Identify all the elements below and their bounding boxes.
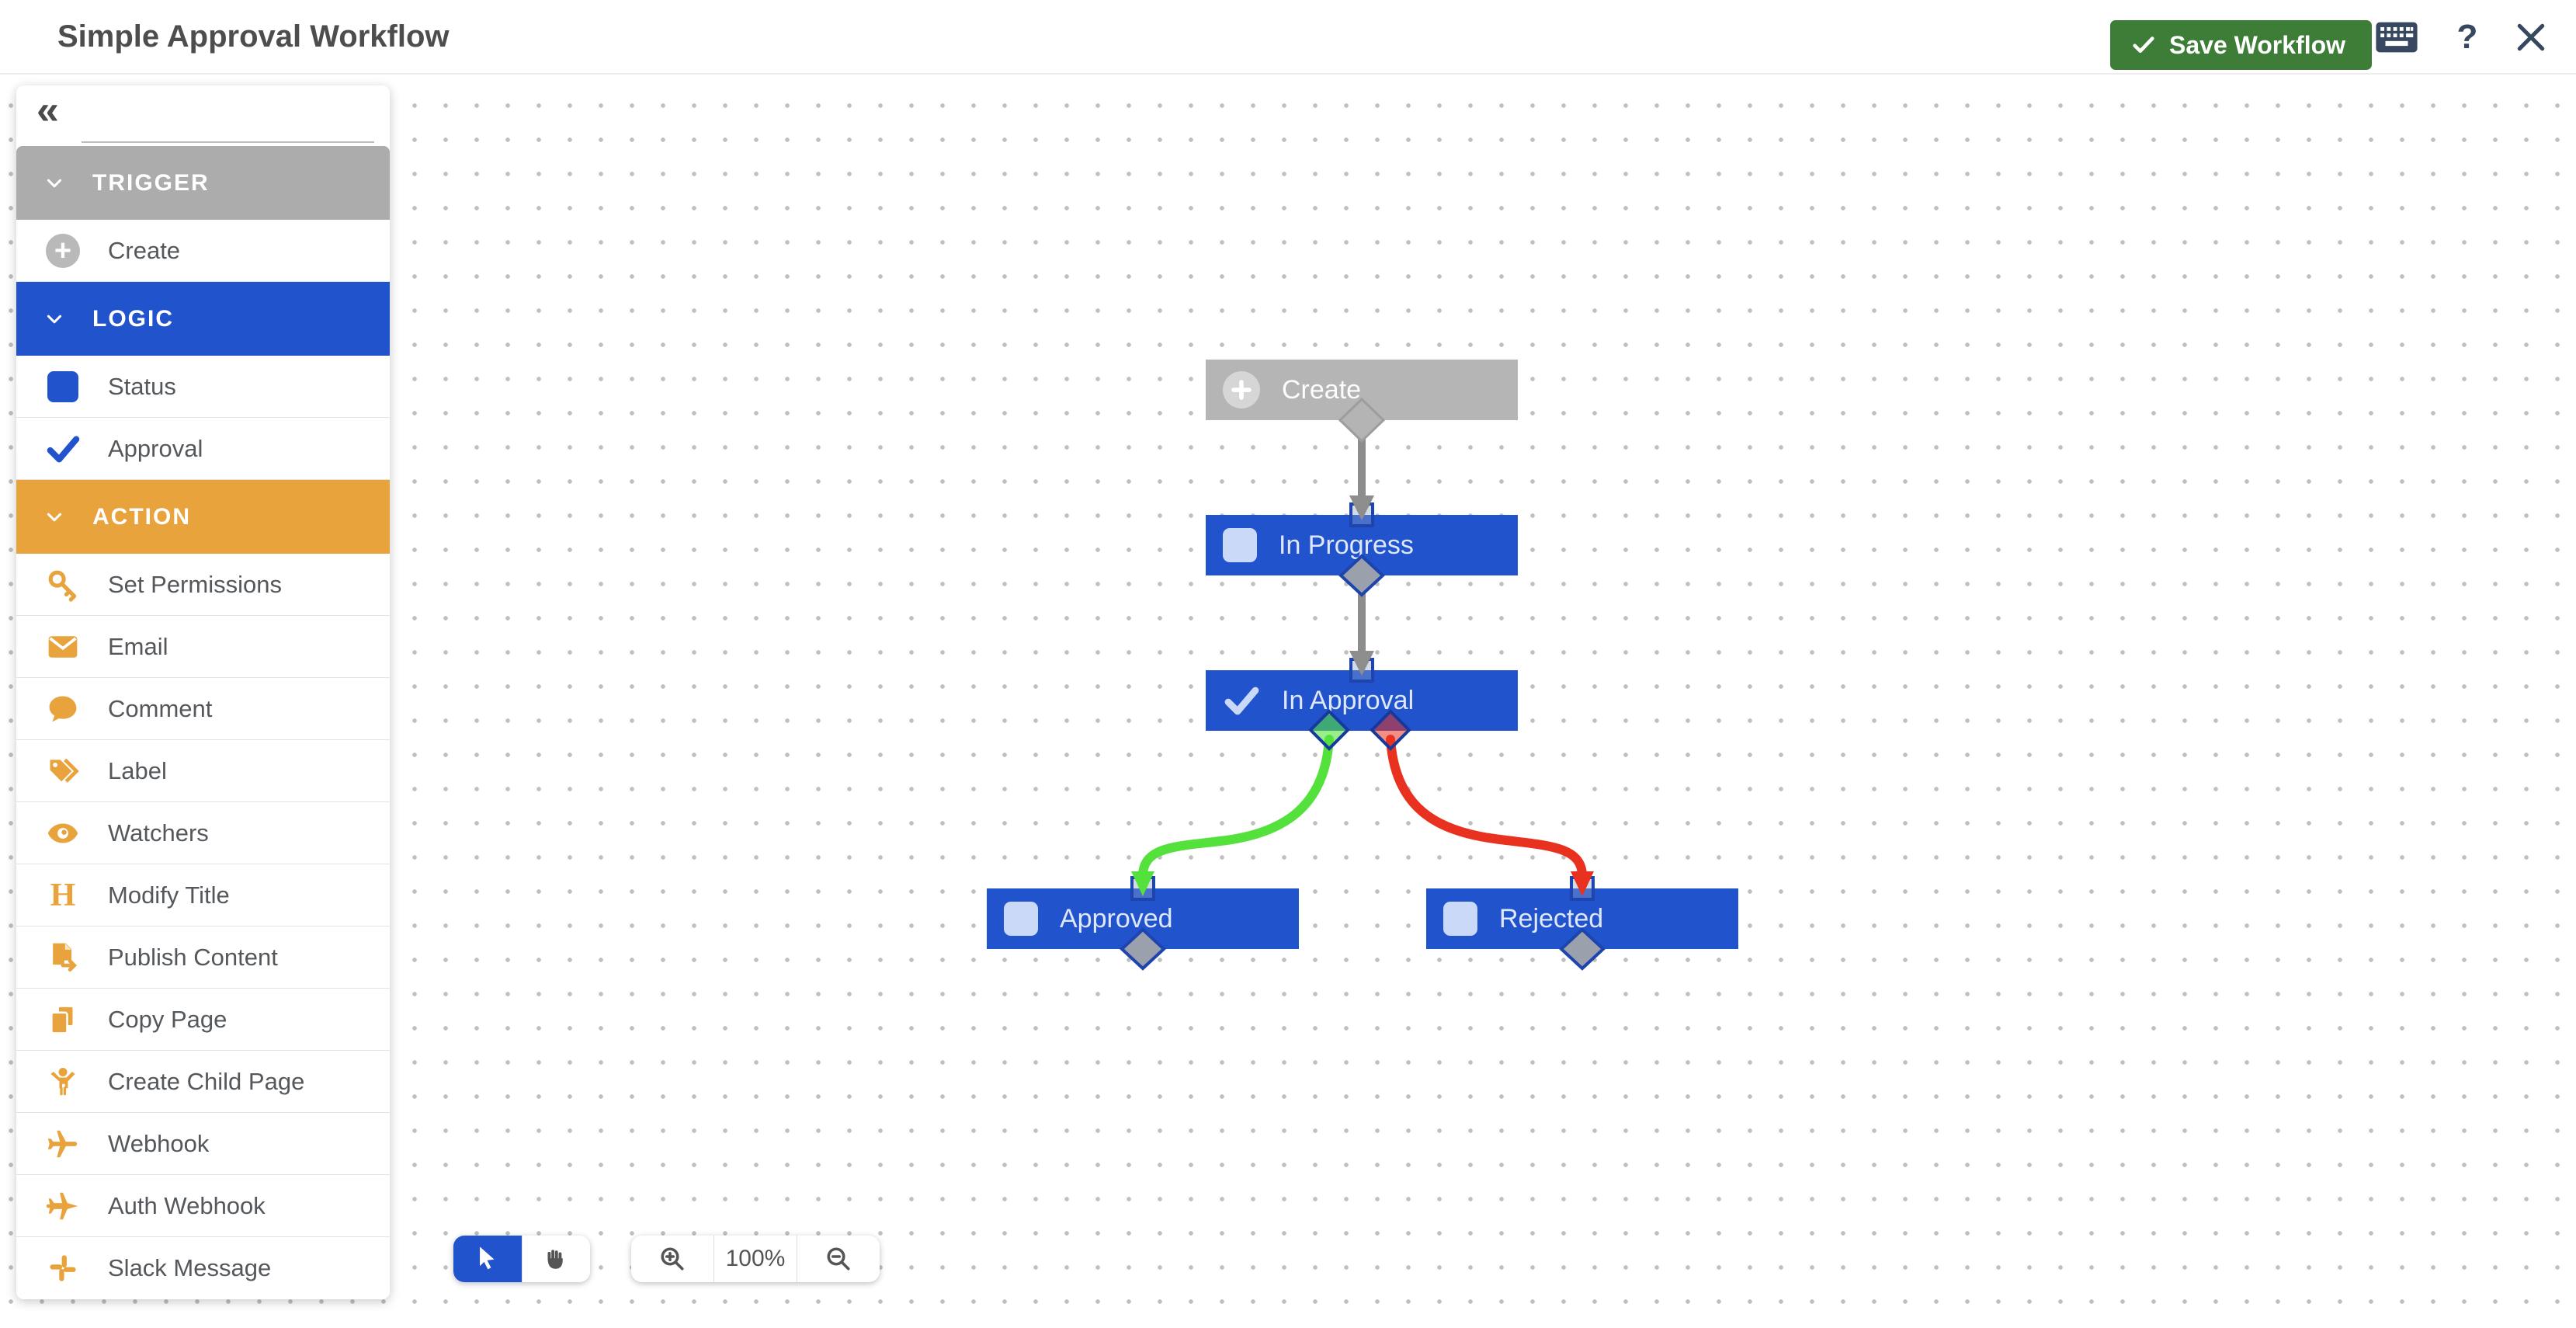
sidebar-top: « bbox=[16, 85, 390, 146]
status-square-icon bbox=[1443, 902, 1477, 936]
speech-bubble-icon bbox=[44, 690, 82, 728]
select-tool-button[interactable] bbox=[453, 1236, 522, 1282]
chevron-down-icon bbox=[47, 315, 62, 323]
collapse-sidebar-button[interactable]: « bbox=[36, 88, 59, 133]
zoom-in-icon bbox=[661, 1247, 684, 1271]
key-icon bbox=[44, 566, 82, 603]
palette-item-label[interactable]: Label bbox=[16, 740, 390, 802]
check-icon bbox=[2133, 37, 2154, 54]
eye-icon bbox=[44, 815, 82, 852]
jet-icon bbox=[44, 1187, 82, 1225]
pointer-tool-group bbox=[453, 1236, 590, 1282]
zoom-in-button[interactable] bbox=[631, 1236, 713, 1282]
heading-icon: H bbox=[50, 877, 76, 913]
palette-item-copy-page[interactable]: Copy Page bbox=[16, 989, 390, 1051]
node-create[interactable]: Create bbox=[1206, 360, 1518, 420]
tag-icon bbox=[44, 753, 82, 790]
hand-icon bbox=[547, 1250, 564, 1269]
palette-item-publish-content[interactable]: Publish Content bbox=[16, 926, 390, 989]
palette-sidebar: « TRIGGER + Create LOGIC Status Approval… bbox=[16, 85, 390, 1299]
section-header-trigger[interactable]: TRIGGER bbox=[16, 146, 390, 220]
zoom-control-group: 100% bbox=[631, 1236, 880, 1282]
palette-item-auth-webhook[interactable]: Auth Webhook bbox=[16, 1175, 390, 1237]
palette-item-comment[interactable]: Comment bbox=[16, 678, 390, 740]
plane-icon bbox=[44, 1125, 82, 1163]
node-label: Rejected bbox=[1499, 903, 1604, 933]
node-label: Approved bbox=[1060, 903, 1173, 933]
palette-item-email[interactable]: Email bbox=[16, 616, 390, 678]
palette-item-watchers[interactable]: Watchers bbox=[16, 802, 390, 864]
node-rejected[interactable]: Rejected bbox=[1426, 888, 1738, 949]
palette-item-create[interactable]: + Create bbox=[16, 220, 390, 282]
palette-item-approval[interactable]: Approval bbox=[16, 418, 390, 480]
envelope-icon bbox=[44, 628, 82, 666]
node-approved[interactable]: Approved bbox=[987, 888, 1299, 949]
chevron-down-icon bbox=[47, 179, 62, 187]
plus-circle-icon: + bbox=[44, 232, 82, 269]
approval-check-icon bbox=[1223, 682, 1260, 719]
section-header-logic[interactable]: LOGIC bbox=[16, 282, 390, 356]
palette-item-slack-message[interactable]: Slack Message bbox=[16, 1237, 390, 1299]
status-square-icon bbox=[44, 368, 82, 405]
cursor-icon bbox=[479, 1246, 495, 1270]
pan-tool-button[interactable] bbox=[521, 1236, 590, 1282]
palette-item-status[interactable]: Status bbox=[16, 356, 390, 418]
zoom-out-icon bbox=[827, 1247, 850, 1271]
status-square-icon bbox=[1223, 528, 1257, 562]
save-workflow-button[interactable]: Save Workflow bbox=[2110, 20, 2373, 70]
chevron-down-icon bbox=[47, 513, 62, 521]
slack-icon bbox=[44, 1250, 82, 1287]
section-header-action[interactable]: ACTION bbox=[16, 480, 390, 554]
node-label: Create bbox=[1282, 374, 1362, 405]
zoom-out-button[interactable] bbox=[797, 1236, 880, 1282]
node-in-progress[interactable]: In Progress bbox=[1206, 515, 1518, 575]
top-header: Simple Approval Workflow Save Workflow ? bbox=[0, 0, 2576, 75]
palette-item-modify-title[interactable]: H Modify Title bbox=[16, 864, 390, 926]
palette-item-webhook[interactable]: Webhook bbox=[16, 1113, 390, 1175]
node-label: In Progress bbox=[1279, 530, 1414, 560]
node-label: In Approval bbox=[1282, 685, 1415, 715]
plus-circle-icon bbox=[1223, 371, 1260, 408]
node-in-approval[interactable]: In Approval bbox=[1206, 670, 1518, 731]
close-icon[interactable] bbox=[2506, 0, 2556, 75]
check-icon bbox=[44, 430, 82, 468]
palette-search-input[interactable] bbox=[82, 112, 374, 143]
page-title: Simple Approval Workflow bbox=[57, 19, 450, 54]
help-icon[interactable]: ? bbox=[2456, 18, 2478, 56]
copy-icon bbox=[44, 1001, 82, 1038]
status-square-icon bbox=[1004, 902, 1038, 936]
document-arrow-icon bbox=[44, 939, 82, 976]
palette-item-set-permissions[interactable]: Set Permissions bbox=[16, 554, 390, 616]
palette-item-create-child-page[interactable]: Create Child Page bbox=[16, 1051, 390, 1113]
child-icon bbox=[44, 1063, 82, 1100]
zoom-level: 100% bbox=[713, 1236, 797, 1282]
keyboard-shortcuts-icon[interactable] bbox=[2369, 0, 2424, 75]
